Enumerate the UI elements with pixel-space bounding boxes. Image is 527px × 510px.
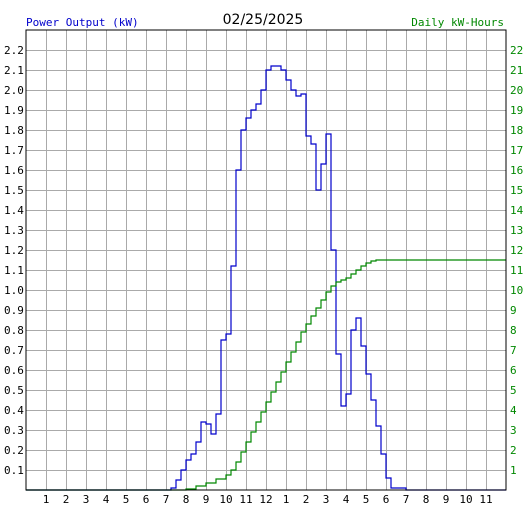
x-tick-label: 4 <box>103 493 110 506</box>
left-tick-label: 0.2 <box>4 444 24 457</box>
left-tick-label: 1.8 <box>4 124 24 137</box>
left-tick-label: 1.1 <box>4 264 24 277</box>
x-tick-label: 1 <box>43 493 50 506</box>
right-axis-label: Daily kW-Hours <box>411 16 504 29</box>
right-tick-label: 4 <box>510 404 517 417</box>
left-tick-label: 0.9 <box>4 304 24 317</box>
right-tick-label: 16 <box>510 164 523 177</box>
x-tick-label: 7 <box>403 493 410 506</box>
right-tick-label: 19 <box>510 104 523 117</box>
right-tick-label: 9 <box>510 304 517 317</box>
series-layer <box>26 65 506 491</box>
right-tick-label: 7 <box>510 344 517 357</box>
x-axis-ticks: 1 2 3 4 5 6 7 8 9 10 11 12 1 2 3 4 5 6 7 8 9 10 11 <box>43 493 493 506</box>
x-tick-label: 2 <box>63 493 70 506</box>
x-tick-label: 1 <box>283 493 290 506</box>
right-tick-label: 5 <box>510 384 517 397</box>
right-tick-label: 1 <box>510 464 517 477</box>
left-tick-label: 1.7 <box>4 144 24 157</box>
x-tick-label: 3 <box>83 493 90 506</box>
right-tick-label: 8 <box>510 324 517 337</box>
energy_kwh-series-line <box>26 259 506 491</box>
right-tick-label: 14 <box>510 204 524 217</box>
left-tick-label: 1.4 <box>4 204 24 217</box>
left-tick-label: 1.2 <box>4 244 24 257</box>
right-tick-label: 12 <box>510 244 523 257</box>
x-tick-label: 10 <box>459 493 472 506</box>
right-tick-label: 21 <box>510 64 523 77</box>
x-tick-label: 4 <box>343 493 350 506</box>
left-tick-label: 0.8 <box>4 324 24 337</box>
right-tick-label: 11 <box>510 264 523 277</box>
left-tick-label: 2.2 <box>4 44 24 57</box>
x-tick-label: 6 <box>143 493 150 506</box>
left-tick-label: 0.7 <box>4 344 24 357</box>
left-tick-label: 0.5 <box>4 384 24 397</box>
x-tick-label: 8 <box>423 493 430 506</box>
right-tick-label: 10 <box>510 284 523 297</box>
right-tick-label: 13 <box>510 224 523 237</box>
left-tick-label: 2.1 <box>4 64 24 77</box>
right-tick-label: 18 <box>510 124 523 137</box>
x-tick-label: 3 <box>323 493 330 506</box>
x-tick-label: 5 <box>363 493 370 506</box>
power_kw-series-line <box>26 65 506 491</box>
x-tick-label: 9 <box>203 493 210 506</box>
left-tick-label: 1.9 <box>4 104 24 117</box>
left-tick-label: 1.3 <box>4 224 24 237</box>
left-tick-label: 1.6 <box>4 164 24 177</box>
plot-frame <box>25 29 507 491</box>
left-tick-label: 0.1 <box>4 464 24 477</box>
left-axis-label: Power Output (kW) <box>26 16 139 29</box>
chart-title: 02/25/2025 <box>223 12 304 28</box>
left-tick-label: 1.5 <box>4 184 24 197</box>
left-tick-label: 0.3 <box>4 424 24 437</box>
x-tick-label: 12 <box>259 493 272 506</box>
right-tick-label: 20 <box>510 84 523 97</box>
left-axis-ticks: 0.1 0.2 0.3 0.4 0.5 0.6 0.7 0.8 0.9 1.0 1.1 1.2 1.3 1… <box>4 44 24 477</box>
right-tick-label: 17 <box>510 144 523 157</box>
x-tick-label: 6 <box>383 493 390 506</box>
right-tick-label: 2 <box>510 444 517 457</box>
left-tick-label: 2.0 <box>4 84 24 97</box>
x-tick-label: 10 <box>219 493 232 506</box>
x-tick-label: 11 <box>479 493 492 506</box>
x-tick-label: 11 <box>239 493 252 506</box>
left-tick-label: 0.6 <box>4 364 24 377</box>
left-tick-label: 0.4 <box>4 404 24 417</box>
right-tick-label: 15 <box>510 184 523 197</box>
right-tick-label: 22 <box>510 44 523 57</box>
x-tick-label: 8 <box>183 493 190 506</box>
x-tick-label: 5 <box>123 493 130 506</box>
x-tick-label: 7 <box>163 493 170 506</box>
right-tick-label: 3 <box>510 424 517 437</box>
x-tick-label: 2 <box>303 493 310 506</box>
x-tick-label: 9 <box>443 493 450 506</box>
left-tick-label: 1.0 <box>4 284 24 297</box>
right-tick-label: 6 <box>510 364 517 377</box>
